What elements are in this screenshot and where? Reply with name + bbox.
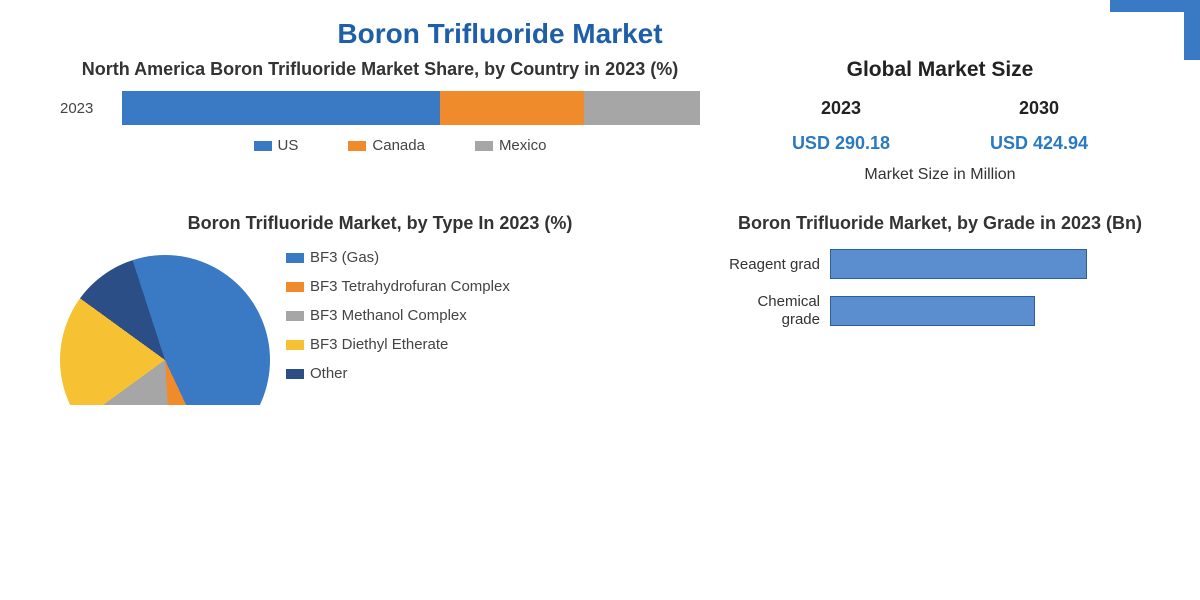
legend-label: BF3 Diethyl Etherate bbox=[310, 336, 448, 353]
market-size-year: 2023 bbox=[792, 98, 890, 119]
stacked-bar-segment bbox=[440, 91, 585, 125]
hbar-title: Boron Trifluoride Market, by Grade in 20… bbox=[720, 212, 1160, 235]
stacked-bar-segment bbox=[584, 91, 700, 125]
stacked-bar-segment bbox=[122, 91, 440, 125]
legend-label: Other bbox=[310, 365, 348, 382]
legend-label: US bbox=[278, 137, 299, 154]
hbar-row: Chemical grade bbox=[720, 293, 1160, 328]
hbar-wrap: Reagent grad Chemical grade bbox=[720, 249, 1160, 328]
hbar bbox=[830, 296, 1035, 326]
market-size-col-2023: 2023 USD 290.18 bbox=[792, 98, 890, 154]
pie-wrap: BF3 (Gas) BF3 Tetrahydrofuran Complex BF3 … bbox=[60, 245, 700, 405]
stacked-bar-panel: North America Boron Trifluoride Market S… bbox=[60, 58, 700, 184]
legend-label: Canada bbox=[372, 137, 425, 154]
hbar-label: Chemical grade bbox=[720, 293, 830, 328]
chart-grid: North America Boron Trifluoride Market S… bbox=[0, 58, 1200, 405]
legend-label: BF3 Methanol Complex bbox=[310, 307, 467, 324]
stacked-bar-legend: US Canada Mexico bbox=[100, 137, 700, 154]
stacked-bar bbox=[122, 91, 700, 125]
legend-label: Mexico bbox=[499, 137, 547, 154]
market-size-columns: 2023 USD 290.18 2030 USD 424.94 bbox=[720, 98, 1160, 154]
legend-item: Mexico bbox=[475, 137, 547, 154]
hbar-label: Reagent grad bbox=[720, 256, 830, 273]
pie-panel: Boron Trifluoride Market, by Type In 202… bbox=[60, 212, 700, 405]
legend-swatch bbox=[286, 311, 304, 321]
legend-item: BF3 Methanol Complex bbox=[286, 307, 510, 324]
legend-swatch bbox=[286, 282, 304, 292]
legend-item: Other bbox=[286, 365, 510, 382]
legend-label: BF3 Tetrahydrofuran Complex bbox=[310, 278, 510, 295]
legend-item: BF3 (Gas) bbox=[286, 249, 510, 266]
hbar-panel: Boron Trifluoride Market, by Grade in 20… bbox=[720, 212, 1160, 405]
pie-chart bbox=[60, 255, 270, 405]
legend-label: BF3 (Gas) bbox=[310, 249, 379, 266]
legend-swatch bbox=[286, 253, 304, 263]
market-size-value: USD 424.94 bbox=[990, 133, 1088, 154]
legend-swatch bbox=[475, 141, 493, 151]
legend-swatch bbox=[286, 369, 304, 379]
market-size-panel: Global Market Size 2023 USD 290.18 2030 … bbox=[720, 58, 1160, 184]
legend-item: Canada bbox=[348, 137, 425, 154]
market-size-col-2030: 2030 USD 424.94 bbox=[990, 98, 1088, 154]
hbar-track bbox=[830, 296, 1160, 326]
market-size-note: Market Size in Million bbox=[720, 166, 1160, 184]
pie-legend: BF3 (Gas) BF3 Tetrahydrofuran Complex BF3 … bbox=[286, 249, 510, 382]
stacked-bar-year: 2023 bbox=[60, 100, 110, 117]
hbar-track bbox=[830, 249, 1160, 279]
hbar-row: Reagent grad bbox=[720, 249, 1160, 279]
legend-swatch bbox=[348, 141, 366, 151]
page-title: Boron Trifluoride Market bbox=[0, 0, 1200, 58]
market-size-value: USD 290.18 bbox=[792, 133, 890, 154]
hbar bbox=[830, 249, 1087, 279]
legend-swatch bbox=[254, 141, 272, 151]
market-size-year: 2030 bbox=[990, 98, 1088, 119]
legend-swatch bbox=[286, 340, 304, 350]
legend-item: BF3 Tetrahydrofuran Complex bbox=[286, 278, 510, 295]
pie-clip bbox=[60, 245, 270, 405]
legend-item: US bbox=[254, 137, 299, 154]
decoration-corner bbox=[1110, 0, 1200, 12]
stacked-bar-title: North America Boron Trifluoride Market S… bbox=[60, 58, 700, 81]
market-size-title: Global Market Size bbox=[720, 58, 1160, 82]
stacked-bar-row: 2023 bbox=[60, 91, 700, 125]
pie-title: Boron Trifluoride Market, by Type In 202… bbox=[60, 212, 700, 235]
legend-item: BF3 Diethyl Etherate bbox=[286, 336, 510, 353]
